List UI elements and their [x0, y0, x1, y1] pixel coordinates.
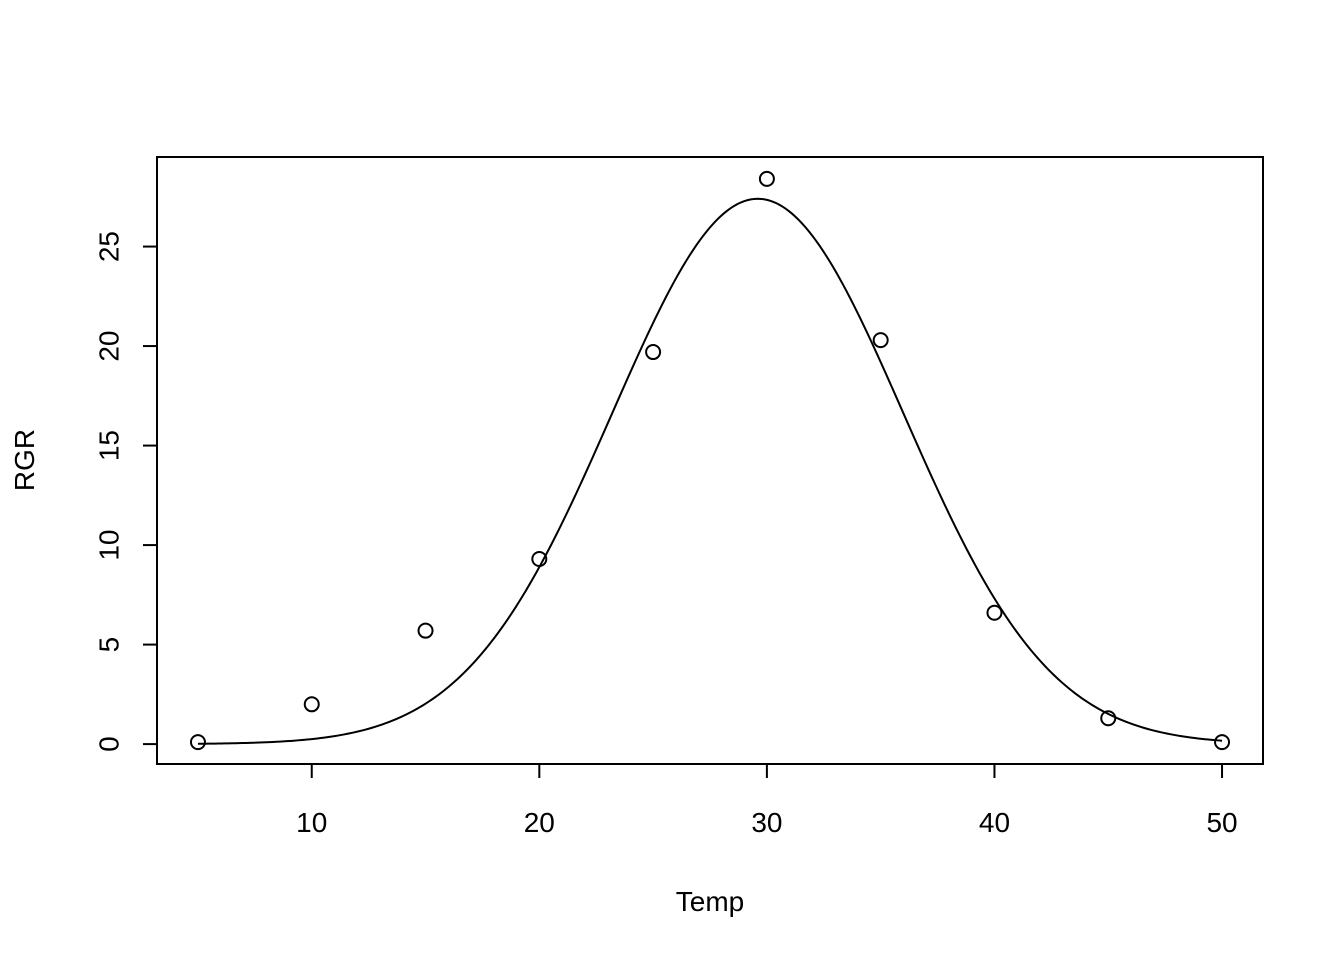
y-axis-label: RGR — [9, 429, 40, 491]
plot-frame — [156, 156, 1264, 765]
y-tick-label: 25 — [93, 231, 124, 262]
x-tick-label: 10 — [296, 807, 327, 838]
data-point — [872, 332, 889, 349]
fitted-curve — [197, 197, 1223, 745]
data-point — [303, 696, 320, 713]
x-axis: 10 20 30 40 50 — [296, 763, 1238, 838]
data-point — [1100, 710, 1117, 727]
data-point — [758, 170, 775, 187]
y-tick-label: 5 — [93, 637, 124, 653]
data-point — [417, 622, 434, 639]
x-axis-label: Temp — [676, 886, 744, 917]
y-tick-label: 15 — [93, 430, 124, 461]
data-point — [986, 604, 1003, 621]
data-point — [1214, 734, 1231, 751]
data-point — [645, 344, 662, 361]
data-point — [189, 734, 206, 751]
y-axis: 0 5 10 15 20 25 — [93, 231, 158, 752]
y-tick-label: 0 — [93, 736, 124, 752]
data-point — [531, 551, 548, 568]
x-tick-label: 40 — [979, 807, 1010, 838]
x-tick-label: 20 — [524, 807, 555, 838]
x-tick-label: 50 — [1206, 807, 1237, 838]
y-tick-label: 10 — [93, 530, 124, 561]
data-points — [189, 170, 1231, 751]
y-tick-label: 20 — [93, 330, 124, 361]
x-tick-label: 30 — [751, 807, 782, 838]
